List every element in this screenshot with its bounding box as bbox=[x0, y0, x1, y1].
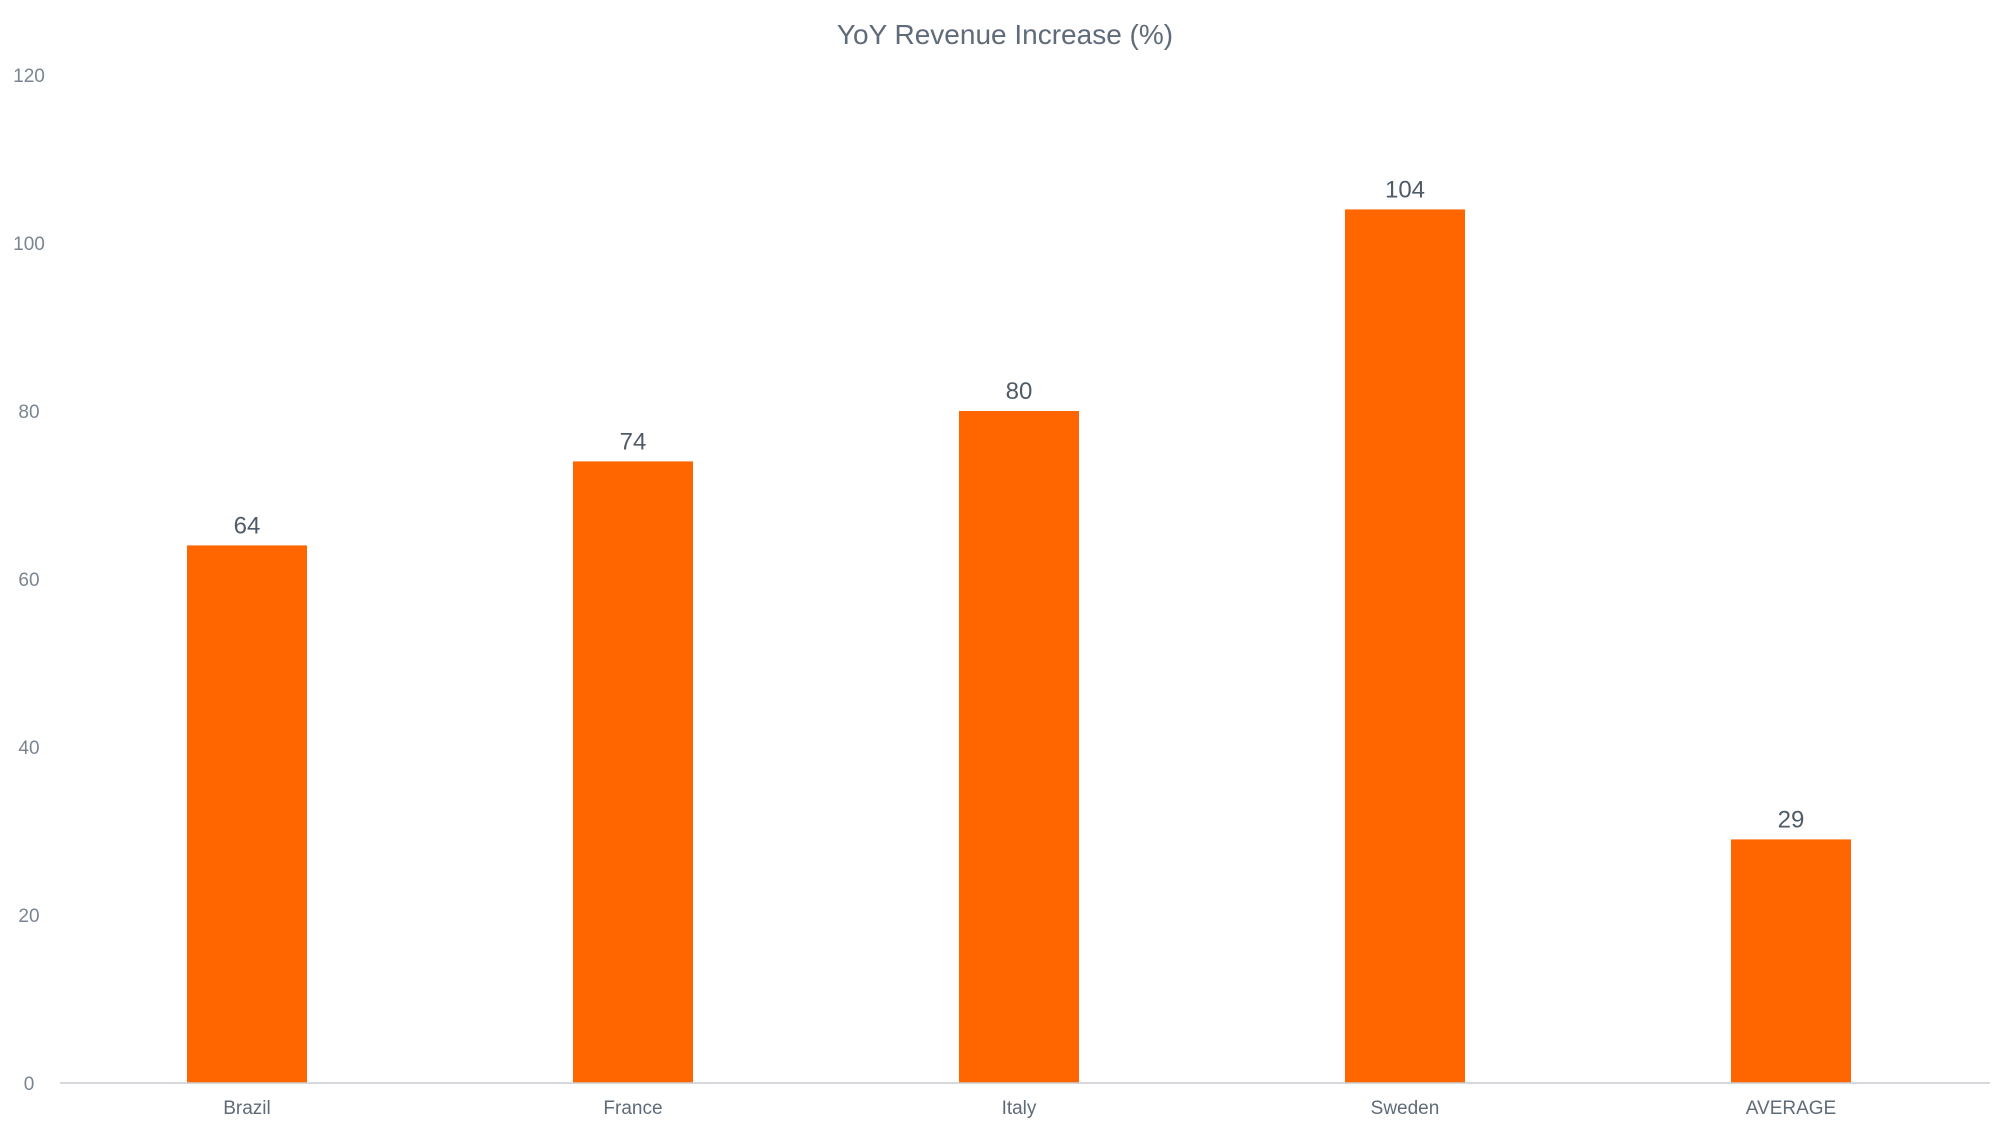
y-tick-label: 20 bbox=[18, 906, 39, 927]
y-axis-ticks: 0 20 40 60 80 100 120 bbox=[13, 66, 45, 1095]
bar-france bbox=[573, 461, 693, 1083]
y-tick-label: 100 bbox=[13, 234, 45, 255]
bar-value-label: 64 bbox=[234, 512, 261, 539]
bar-value-label: 74 bbox=[620, 428, 647, 455]
bar-sweden bbox=[1345, 209, 1465, 1083]
x-tick-label: Italy bbox=[1002, 1098, 1037, 1119]
bar-italy bbox=[959, 411, 1079, 1083]
x-tick-label: Sweden bbox=[1371, 1098, 1440, 1119]
y-tick-label: 40 bbox=[18, 738, 39, 759]
x-axis-labels: Brazil France Italy Sweden AVERAGE bbox=[223, 1098, 1836, 1119]
bars-group bbox=[187, 209, 1851, 1083]
bar-brazil bbox=[187, 545, 307, 1083]
data-labels-group: 64 74 80 104 29 bbox=[234, 176, 1805, 833]
bar-value-label: 80 bbox=[1006, 378, 1033, 405]
y-tick-label: 80 bbox=[18, 402, 39, 423]
y-tick-label: 120 bbox=[13, 66, 45, 87]
bar-average bbox=[1731, 839, 1851, 1083]
x-tick-label: AVERAGE bbox=[1746, 1098, 1836, 1119]
bar-value-label: 29 bbox=[1778, 806, 1805, 833]
y-tick-label: 0 bbox=[24, 1074, 35, 1095]
bar-value-label: 104 bbox=[1385, 176, 1425, 203]
x-tick-label: Brazil bbox=[223, 1098, 271, 1119]
chart-title: YoY Revenue Increase (%) bbox=[837, 19, 1173, 50]
x-tick-label: France bbox=[603, 1098, 662, 1119]
y-tick-label: 60 bbox=[18, 570, 39, 591]
